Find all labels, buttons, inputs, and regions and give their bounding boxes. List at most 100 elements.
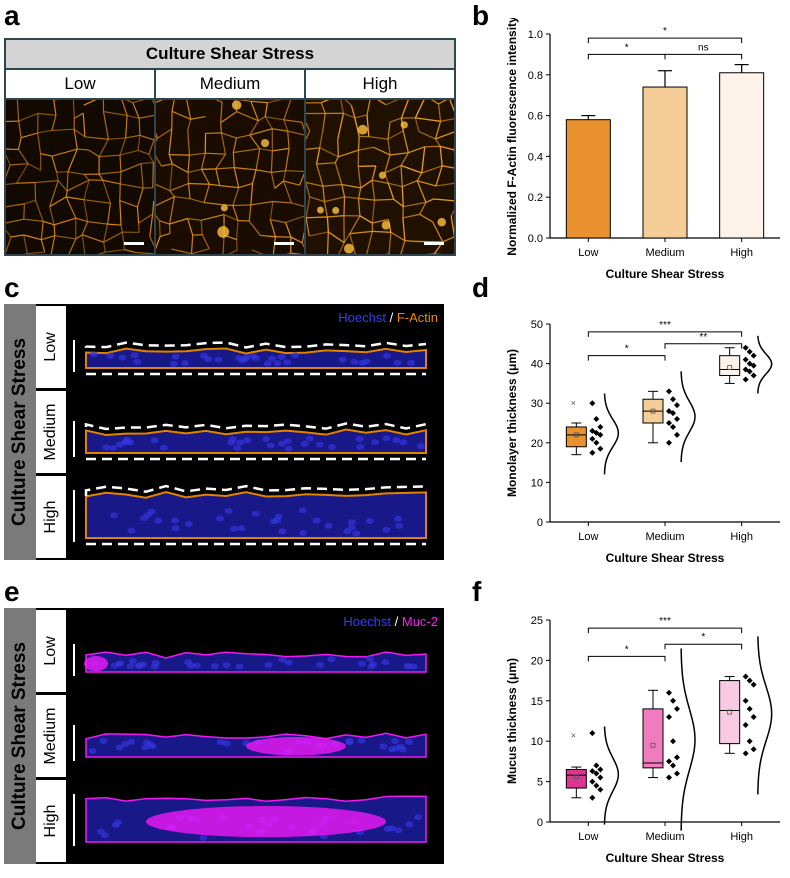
nucleus xyxy=(273,517,282,524)
significance-label: ** xyxy=(699,332,707,343)
cell-border xyxy=(72,100,75,119)
nucleus xyxy=(343,528,352,535)
nucleus xyxy=(315,441,324,448)
data-point xyxy=(746,368,753,375)
cell-border xyxy=(169,182,189,192)
panel-a-col-medium: Medium xyxy=(156,70,304,98)
cell-border xyxy=(66,171,69,191)
cell-border xyxy=(232,187,240,206)
cell-border xyxy=(102,111,109,140)
box xyxy=(719,680,741,745)
cell-border xyxy=(119,137,127,156)
cell-border xyxy=(171,110,191,120)
cell-border xyxy=(152,201,154,215)
nucleus xyxy=(222,661,231,668)
y-tick-label: 5 xyxy=(537,777,543,789)
nucleus xyxy=(100,832,109,839)
data-point xyxy=(666,689,672,696)
bright-cell xyxy=(400,121,408,129)
cell-border xyxy=(98,138,109,157)
nucleus xyxy=(277,440,286,447)
cell-border xyxy=(83,100,97,106)
cell-border xyxy=(306,147,320,151)
cell-border xyxy=(450,215,454,237)
cell-border xyxy=(402,180,418,188)
mucus-region xyxy=(146,806,386,838)
cell-border xyxy=(220,111,238,124)
cell-border xyxy=(425,198,434,204)
distribution-curve xyxy=(603,726,620,825)
bar xyxy=(642,86,688,239)
cell-border xyxy=(259,148,273,152)
row-label: Medium xyxy=(42,403,59,461)
data-point xyxy=(666,388,672,395)
bright-cell xyxy=(437,217,447,227)
cell-border xyxy=(324,196,345,203)
bar xyxy=(565,119,611,239)
cell-border xyxy=(299,172,304,186)
cell-border xyxy=(400,165,403,187)
cell-border xyxy=(35,179,59,184)
cell-border xyxy=(105,248,125,253)
cell-border xyxy=(341,183,361,189)
nucleus xyxy=(229,525,238,532)
cell-border xyxy=(99,154,121,158)
nucleus xyxy=(291,352,300,359)
nucleus xyxy=(133,358,142,365)
cell-border xyxy=(360,179,373,189)
cell-border xyxy=(156,183,171,192)
cell-border xyxy=(174,196,191,200)
cell-border xyxy=(66,179,90,192)
mucus-region xyxy=(246,737,346,756)
cell-border xyxy=(51,128,75,132)
cell-border xyxy=(282,180,293,204)
apical-dashed-line xyxy=(84,484,427,496)
panel-a-frame: Culture Shear Stress Low Medium High xyxy=(4,38,456,256)
cell-border xyxy=(267,100,283,104)
data-point xyxy=(589,730,596,737)
cell-border xyxy=(272,236,276,254)
nucleus xyxy=(382,435,391,442)
data-point xyxy=(674,431,680,438)
cell-border xyxy=(282,170,287,182)
cell-border xyxy=(390,231,406,242)
nucleus xyxy=(224,508,233,515)
cell-border xyxy=(349,230,373,235)
cell-border xyxy=(156,155,162,167)
y-tick-label: 0.8 xyxy=(528,70,543,82)
cell-border xyxy=(306,181,324,187)
cell-border xyxy=(75,234,83,240)
cell-border xyxy=(421,165,443,174)
nucleus xyxy=(130,352,139,359)
cell-border xyxy=(260,234,276,238)
y-tick-label: 20 xyxy=(531,438,543,450)
cell-border xyxy=(215,100,223,103)
significance-label: * xyxy=(701,632,705,643)
cell-border xyxy=(187,217,202,221)
panel-c-row-low: Low xyxy=(36,306,66,388)
panel-e-row-medium: Medium xyxy=(36,695,66,777)
nucleus xyxy=(237,525,246,532)
cell-border xyxy=(250,200,273,206)
nucleus xyxy=(414,814,423,821)
cell-border xyxy=(287,130,304,136)
cell-border xyxy=(6,218,24,224)
cell-border xyxy=(359,215,373,224)
x-axis-label: Culture Shear Stress xyxy=(606,267,725,280)
cell-border xyxy=(169,190,175,198)
cell-border xyxy=(215,168,221,186)
distribution-curve xyxy=(757,335,773,394)
bright-cell xyxy=(260,138,270,148)
y-tick-label: 30 xyxy=(531,398,543,410)
cell-border xyxy=(17,137,22,150)
cell-border xyxy=(327,215,344,218)
x-tick-label: Low xyxy=(578,531,598,543)
nucleus xyxy=(382,352,391,359)
nucleus xyxy=(284,659,293,666)
cell-border xyxy=(358,146,374,151)
cell-border xyxy=(53,100,57,116)
cell-border xyxy=(83,199,111,204)
panel-c-frame: Culture Shear Stress Low Medium High Hoe… xyxy=(4,304,444,560)
cell-border xyxy=(326,216,329,232)
cell-border xyxy=(400,152,409,166)
